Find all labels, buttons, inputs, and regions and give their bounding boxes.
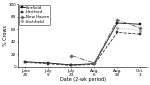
Line: Hartford: Hartford xyxy=(24,31,142,67)
X-axis label: Date (2-wk period): Date (2-wk period) xyxy=(60,77,106,82)
Y-axis label: % Crows: % Crows xyxy=(3,25,8,46)
Hartford xyxy=(139,34,141,35)
Hartford xyxy=(47,63,49,64)
New Haven xyxy=(70,55,72,56)
Fairfield xyxy=(116,23,118,24)
New Haven xyxy=(93,62,95,63)
Fairfield xyxy=(24,61,26,62)
Litchfield xyxy=(139,30,141,31)
Hartford xyxy=(70,65,72,66)
Fairfield xyxy=(70,64,72,65)
Fairfield xyxy=(47,62,49,63)
Line: Litchfield: Litchfield xyxy=(116,27,142,32)
Fairfield xyxy=(139,24,141,25)
Line: Fairfield: Fairfield xyxy=(24,22,142,66)
Hartford xyxy=(24,62,26,63)
Hartford xyxy=(93,64,95,65)
Litchfield xyxy=(116,28,118,29)
New Haven xyxy=(139,28,141,29)
Legend: Fairfield, Hartford, New Haven, Litchfield: Fairfield, Hartford, New Haven, Litchfie… xyxy=(19,5,50,25)
Line: New Haven: New Haven xyxy=(70,19,142,64)
Fairfield xyxy=(93,63,95,64)
Hartford xyxy=(116,32,118,33)
New Haven xyxy=(116,19,118,20)
